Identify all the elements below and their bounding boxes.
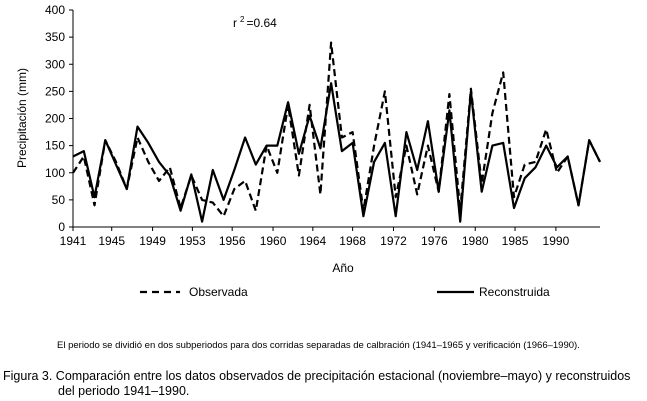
x-tick-label: 1990 — [543, 234, 570, 248]
legend-observada-label: Observada — [189, 285, 248, 299]
y-tick-label: 300 — [45, 57, 65, 71]
x-tick-label: 1972 — [380, 234, 407, 248]
y-tick-label: 250 — [45, 84, 65, 98]
x-tick-label: 1941 — [60, 234, 87, 248]
footnote: El periodo se dividió en dos subperiodos… — [57, 340, 580, 351]
x-tick-label: 1964 — [299, 234, 326, 248]
x-tick-label: 1956 — [219, 234, 246, 248]
legend: Observada Reconstruida — [140, 285, 550, 299]
y-tick-label: 0 — [58, 220, 65, 234]
series-layer — [72, 41, 601, 223]
x-tick-label: 1985 — [502, 234, 529, 248]
y-tick-label: 400 — [45, 3, 65, 17]
x-tick-label: 1953 — [179, 234, 206, 248]
y-axis: 0 50 100 150 200 250 300 350 400 — [45, 3, 74, 234]
y-tick-label: 100 — [45, 166, 65, 180]
y-tick-label: 150 — [45, 139, 65, 153]
x-tick-label: 1945 — [98, 234, 125, 248]
x-axis-label: Año — [332, 261, 354, 275]
figure-caption: Figura 3. Comparación entre los datos ob… — [3, 369, 630, 399]
r-squared-value: =0.64 — [246, 16, 277, 30]
x-tick-label: 1980 — [462, 234, 489, 248]
y-tick-label: 200 — [45, 112, 65, 126]
caption-line-2: del periodo 1941–1990. — [58, 384, 190, 398]
x-tick-label: 1976 — [421, 234, 448, 248]
y-tick-label: 350 — [45, 30, 65, 44]
r-squared-base: r — [233, 16, 237, 30]
caption-line-1: Figura 3. Comparación entre los datos ob… — [3, 369, 631, 383]
r-squared-annotation: r 2 =0.64 — [233, 15, 277, 30]
series-line-reconstruida — [72, 82, 601, 223]
series-line-observada — [72, 41, 601, 218]
x-tick-label: 1949 — [139, 234, 166, 248]
x-axis: 1941 1945 1949 1953 1956 1960 1964 1968 1972 1976… — [60, 226, 600, 248]
y-axis-label: Precipitación (mm) — [15, 68, 29, 168]
precipitation-chart: 0 50 100 150 200 250 300 350 400 1941 1945 1949 195… — [15, 3, 601, 299]
r-squared-sup: 2 — [240, 15, 245, 24]
x-tick-label: 1968 — [339, 234, 366, 248]
x-tick-label: 1960 — [260, 234, 287, 248]
legend-reconstruida-label: Reconstruida — [479, 285, 550, 299]
y-tick-label: 50 — [52, 193, 66, 207]
